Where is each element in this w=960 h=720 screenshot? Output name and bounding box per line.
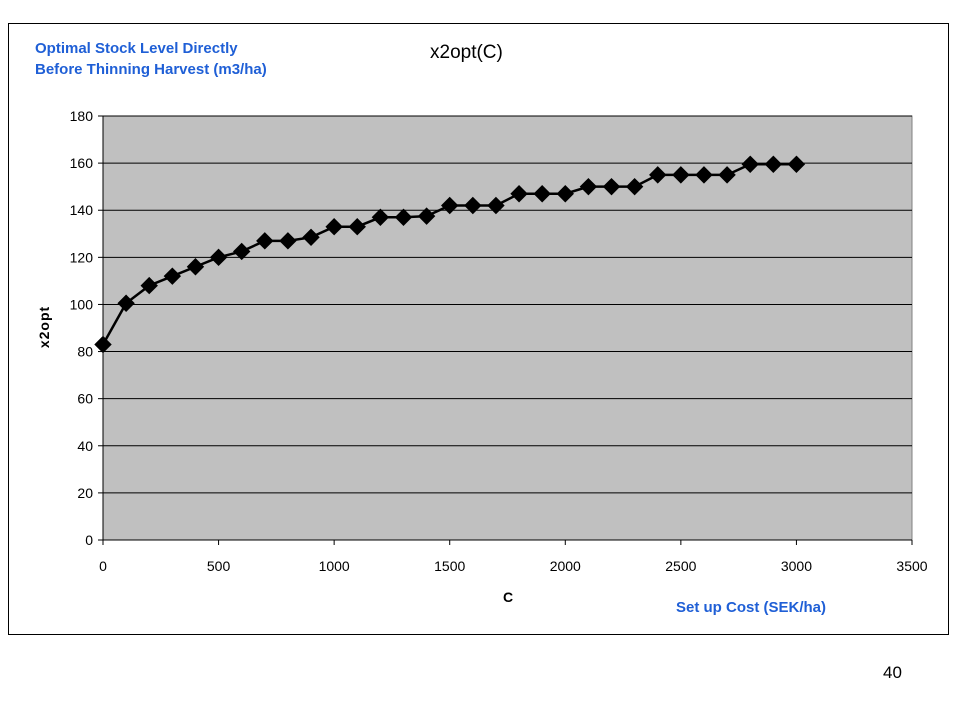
y-tick-label: 80 [77, 344, 93, 360]
y-quantity-note-line1: Optimal Stock Level Directly [35, 40, 238, 57]
data-point-marker [602, 177, 621, 196]
x-tick-label: 500 [207, 558, 231, 574]
data-point-marker [394, 208, 413, 226]
data-point-marker [186, 258, 205, 276]
data-point-marker [787, 155, 806, 173]
y-tick-label: 160 [70, 155, 94, 171]
data-point-marker [487, 196, 505, 215]
y-tick-label: 60 [77, 391, 93, 407]
plot-area [102, 115, 913, 541]
data-point-marker [163, 267, 182, 285]
series-x2opt [94, 155, 806, 354]
data-point-marker [556, 185, 574, 203]
x-tick-label: 2000 [550, 558, 581, 574]
data-point-marker [741, 155, 759, 173]
data-point-marker [579, 177, 598, 196]
data-point-marker [510, 185, 528, 203]
x-tick-label: 1000 [319, 558, 350, 574]
x-tick-label: 3500 [896, 558, 927, 574]
y-tick-label: 120 [70, 249, 94, 265]
data-point-marker [325, 218, 343, 236]
x-tick-label: 2500 [665, 558, 696, 574]
x-tick-label: 0 [99, 558, 107, 574]
data-point-marker [718, 166, 736, 184]
data-point-marker [695, 166, 713, 184]
data-point-marker [117, 294, 135, 312]
data-point-marker [140, 276, 158, 295]
data-point-marker [764, 155, 783, 173]
x-quantity-note: Set up Cost (SEK/ha) [676, 599, 827, 616]
data-point-marker [464, 196, 482, 215]
axes: 0 20 40 60 80 100 120 140 160 180 0 500 1000 1500 2000… [70, 108, 928, 574]
y-tick-label: 20 [77, 485, 93, 501]
y-quantity-note: Optimal Stock Level Directly Before Thin… [35, 38, 355, 80]
y-axis-label: x2opt [36, 305, 52, 349]
page-number: 40 [883, 663, 902, 682]
x-tick-label: 1500 [434, 558, 465, 574]
data-point-marker [533, 185, 551, 203]
data-point-marker [348, 218, 366, 236]
data-point-marker [209, 248, 228, 267]
data-point-marker [371, 208, 390, 226]
y-tick-label: 100 [70, 296, 94, 312]
x-tick-label: 3000 [781, 558, 812, 574]
x-axis-label: C [503, 589, 514, 605]
data-point-marker [441, 196, 459, 215]
data-point-marker [302, 228, 320, 247]
data-point-marker [232, 242, 251, 261]
data-point-marker [417, 207, 436, 225]
data-point-marker [625, 177, 644, 196]
data-point-marker [279, 232, 297, 250]
data-point-marker [94, 335, 112, 354]
y-quantity-note-line2: Before Thinning Harvest (m3/ha) [35, 61, 267, 78]
chart-title: x2opt(C) [430, 42, 503, 63]
y-tick-label: 140 [70, 202, 94, 218]
y-tick-label: 180 [70, 108, 94, 124]
y-tick-label: 0 [85, 532, 93, 548]
data-point-marker [649, 166, 667, 184]
y-tick-label: 40 [77, 438, 93, 454]
data-point-marker [256, 232, 274, 250]
data-point-marker [672, 166, 690, 184]
